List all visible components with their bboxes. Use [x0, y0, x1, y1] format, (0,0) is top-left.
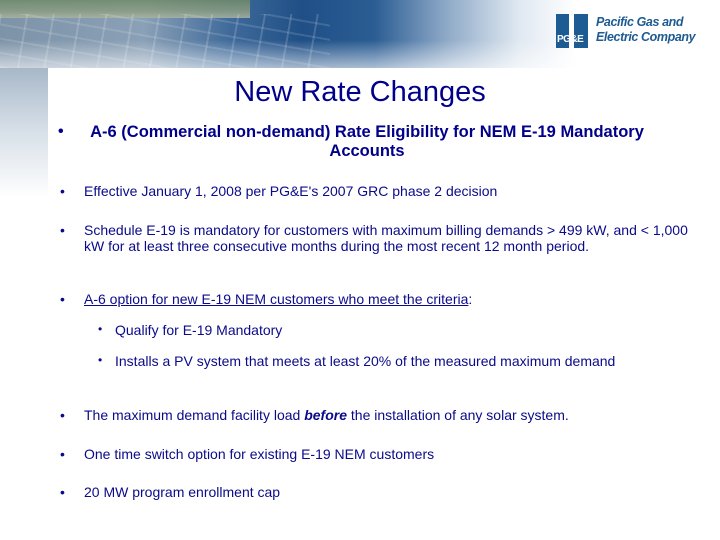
sub-bullet-marker: •	[98, 322, 103, 336]
pge-logo-icon: PG&E	[556, 14, 588, 48]
sub-bullet-qualify: Qualify for E-19 Mandatory	[115, 322, 283, 338]
logo-mark-text: PG&E	[557, 34, 584, 45]
header-banner	[0, 0, 720, 68]
subtitle-bullet: •	[58, 123, 64, 140]
bullet-effective-date: Effective January 1, 2008 per PG&E's 200…	[84, 183, 498, 199]
logo-stripe	[569, 14, 574, 48]
bullet-max-demand: The maximum demand facility load before …	[84, 407, 694, 423]
a6-option-underlined: A-6 option for new E-19 NEM customers wh…	[84, 291, 469, 307]
bullet-marker: •	[60, 183, 65, 199]
bullet-marker: •	[60, 291, 65, 307]
bullet-marker: •	[60, 222, 65, 238]
bullet-enrollment-cap: 20 MW program enrollment cap	[84, 484, 281, 500]
max-demand-post: the installation of any solar system.	[347, 407, 569, 423]
header-fade	[0, 40, 720, 68]
slide-title: New Rate Changes	[234, 76, 486, 108]
bullet-marker: •	[60, 484, 65, 500]
bullet-marker: •	[60, 446, 65, 462]
bullet-a6-option: A-6 option for new E-19 NEM customers wh…	[84, 291, 694, 307]
sub-bullet-marker: •	[98, 353, 103, 367]
slide-subtitle: A-6 (Commercial non-demand) Rate Eligibi…	[90, 123, 644, 160]
bullet-schedule-e19: Schedule E-19 is mandatory for customers…	[84, 222, 688, 254]
a6-option-colon: :	[468, 291, 473, 307]
max-demand-emphasis: before	[304, 407, 347, 423]
bullet-one-time-switch: One time switch option for existing E-19…	[84, 446, 435, 462]
left-decorative-strip	[0, 68, 48, 198]
logo-wordmark: Pacific Gas and Electric Company	[596, 15, 696, 45]
max-demand-pre: The maximum demand facility load	[84, 407, 305, 423]
pge-logo: PG&E Pacific Gas and Electric Company	[556, 14, 716, 54]
logo-line-1: Pacific Gas and	[596, 15, 684, 29]
tree-line-image	[0, 0, 250, 18]
bullet-marker: •	[60, 407, 65, 423]
logo-line-2: Electric Company	[596, 30, 696, 44]
sub-bullet-pv-system: Installs a PV system that meets at least…	[115, 353, 616, 369]
